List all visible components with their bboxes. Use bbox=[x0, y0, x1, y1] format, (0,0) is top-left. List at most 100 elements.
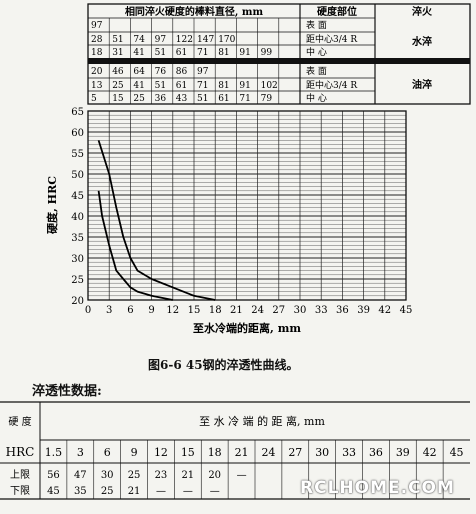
lower-limit-value: — bbox=[210, 486, 220, 497]
top-table-value: 122 bbox=[176, 35, 193, 45]
y-tick-label: 50 bbox=[71, 170, 84, 181]
distance-value: 21 bbox=[235, 446, 249, 459]
top-table-value: 18 bbox=[91, 48, 103, 58]
y-tick-label: 35 bbox=[71, 233, 84, 244]
x-tick-label: 3 bbox=[106, 305, 112, 316]
x-tick-label: 30 bbox=[294, 305, 307, 316]
top-table-value: 86 bbox=[176, 67, 188, 77]
top-table-value: 51 bbox=[197, 94, 208, 104]
distance-value: 33 bbox=[342, 446, 356, 459]
top-table-value: 25 bbox=[112, 81, 124, 91]
top-table-value: 79 bbox=[261, 94, 273, 104]
lower-limit-value: — bbox=[183, 486, 193, 497]
distance-value: 24 bbox=[261, 446, 275, 459]
distance-value: 39 bbox=[396, 446, 410, 459]
top-hardness-table: 相同淬火硬度的棒料直径, mm 硬度部位 淬火 97 表 面 28 51 74 97 122 147… bbox=[87, 3, 471, 105]
top-table-value: 51 bbox=[155, 48, 166, 58]
distance-value: 36 bbox=[369, 446, 383, 459]
lower-limit-label: 下限 bbox=[10, 485, 30, 497]
x-tick-label: 33 bbox=[315, 305, 328, 316]
top-table-value: 28 bbox=[91, 35, 103, 45]
distance-value: 18 bbox=[208, 446, 222, 459]
lower-limit-value: 25 bbox=[101, 486, 114, 497]
distance-value: 42 bbox=[423, 446, 437, 459]
top-table-value: 20 bbox=[91, 67, 103, 77]
upper-limit-value: 56 bbox=[47, 470, 60, 481]
top-table-value: 81 bbox=[218, 48, 229, 58]
top-table-part-label: 中 心 bbox=[306, 92, 327, 104]
top-table-value: 97 bbox=[197, 67, 209, 77]
watermark: RCLHOME.COM bbox=[300, 478, 455, 498]
lower-limit-value: 35 bbox=[74, 486, 87, 497]
top-table-value: 97 bbox=[91, 21, 103, 31]
x-tick-label: 15 bbox=[188, 305, 201, 316]
top-table-part-label: 中 心 bbox=[306, 46, 327, 58]
top-table-value: 71 bbox=[197, 48, 208, 58]
figure-caption: 图6-6 45钢的淬透性曲线。 bbox=[148, 358, 299, 372]
hrc-label: HRC bbox=[6, 445, 35, 459]
x-tick-label: 24 bbox=[251, 305, 264, 316]
top-table-value: 36 bbox=[155, 94, 167, 104]
x-tick-label: 9 bbox=[148, 305, 154, 316]
distance-value: 45 bbox=[450, 446, 464, 459]
x-tick-label: 6 bbox=[127, 305, 133, 316]
top-table-value: 71 bbox=[239, 94, 250, 104]
top-table-value: 91 bbox=[239, 81, 250, 91]
col-hardness-header: 硬 度 bbox=[8, 415, 31, 428]
distance-value: 1.5 bbox=[45, 446, 63, 459]
top-table-value: 25 bbox=[133, 94, 145, 104]
x-tick-label: 42 bbox=[378, 305, 391, 316]
top-table-value: 61 bbox=[218, 94, 229, 104]
top-table-value: 5 bbox=[91, 94, 97, 104]
top-table-value: 51 bbox=[155, 81, 166, 91]
x-tick-label: 36 bbox=[336, 305, 349, 316]
upper-limit-value: 21 bbox=[181, 470, 194, 481]
top-table-value: 97 bbox=[155, 35, 167, 45]
upper-limit-curve bbox=[97, 140, 216, 301]
section-title: 淬透性数据: bbox=[32, 384, 102, 399]
upper-limit-value: 23 bbox=[155, 470, 168, 481]
distance-value: 15 bbox=[181, 446, 195, 459]
top-table-value: 43 bbox=[176, 94, 188, 104]
top-table-value: 74 bbox=[133, 35, 145, 45]
top-table-part-label: 表 面 bbox=[306, 65, 327, 77]
lower-limit-curve bbox=[97, 190, 173, 301]
upper-limit-value: 30 bbox=[101, 470, 114, 481]
distance-value: 3 bbox=[77, 446, 84, 459]
top-table-value: 15 bbox=[112, 94, 124, 104]
y-tick-label: 20 bbox=[71, 296, 84, 307]
water-quench-label: 水淬 bbox=[411, 35, 432, 48]
oil-quench-label: 油淬 bbox=[412, 78, 432, 91]
y-tick-label: 30 bbox=[71, 254, 84, 265]
distance-value: 27 bbox=[288, 446, 302, 459]
upper-limit-value: 47 bbox=[74, 470, 87, 481]
x-tick-label: 0 bbox=[85, 305, 91, 316]
top-table-value: 46 bbox=[112, 67, 124, 77]
x-tick-label: 18 bbox=[209, 305, 222, 316]
top-table-value: 61 bbox=[176, 48, 187, 58]
top-table-value: 91 bbox=[239, 48, 250, 58]
top-table-part-label: 距中心3/4 R bbox=[306, 33, 357, 45]
top-table-value: 81 bbox=[218, 81, 229, 91]
y-tick-label: 25 bbox=[71, 275, 84, 286]
top-table-value: 13 bbox=[91, 81, 103, 91]
y-tick-label: 40 bbox=[71, 212, 84, 223]
distance-header: 至 水 冷 端 的 距 离, mm bbox=[199, 414, 325, 428]
distance-value: 30 bbox=[315, 446, 329, 459]
x-tick-label: 12 bbox=[166, 305, 179, 316]
top-table-part-label: 距中心3/4 R bbox=[306, 79, 357, 91]
distance-value: 6 bbox=[104, 446, 111, 459]
y-tick-label: 45 bbox=[71, 191, 84, 202]
x-tick-label: 27 bbox=[272, 305, 285, 316]
y-tick-label: 60 bbox=[71, 128, 84, 139]
top-table-value: 76 bbox=[155, 67, 167, 77]
top-table-value: 41 bbox=[133, 81, 144, 91]
top-table-value: 31 bbox=[112, 48, 123, 58]
top-table-value: 170 bbox=[218, 35, 235, 45]
upper-limit-label: 上限 bbox=[10, 469, 30, 481]
y-axis-label: 硬度, HRC bbox=[45, 176, 59, 234]
top-table-header-part: 硬度部位 bbox=[317, 5, 357, 18]
chart-frame bbox=[87, 110, 407, 301]
top-table-header-quench: 淬火 bbox=[412, 5, 433, 18]
